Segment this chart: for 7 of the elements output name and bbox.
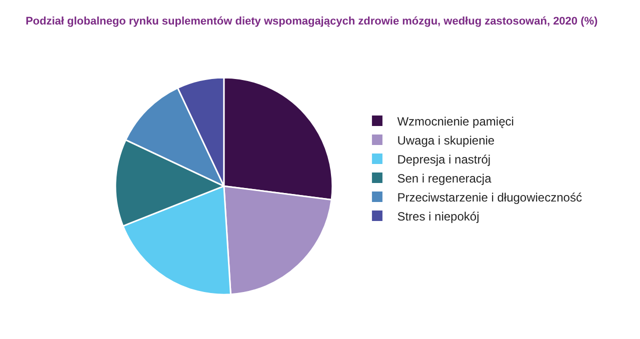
legend-label: Depresja i nastrój [397, 152, 491, 166]
legend-label: Uwaga i skupienie [397, 133, 495, 148]
chart-title: Podział globalnego rynku suplementów diety wspomagających zdrowie mózgu, według zastosowań, 2020 (%) [26, 16, 598, 28]
legend-label: Wzmocnienie pamięci [397, 114, 514, 128]
legend-label: Sen i regeneracja [397, 171, 492, 186]
legend-label: Przeciwstarzenie i długowieczność [397, 190, 582, 204]
legend-label: Stres i niepokój [397, 209, 480, 224]
